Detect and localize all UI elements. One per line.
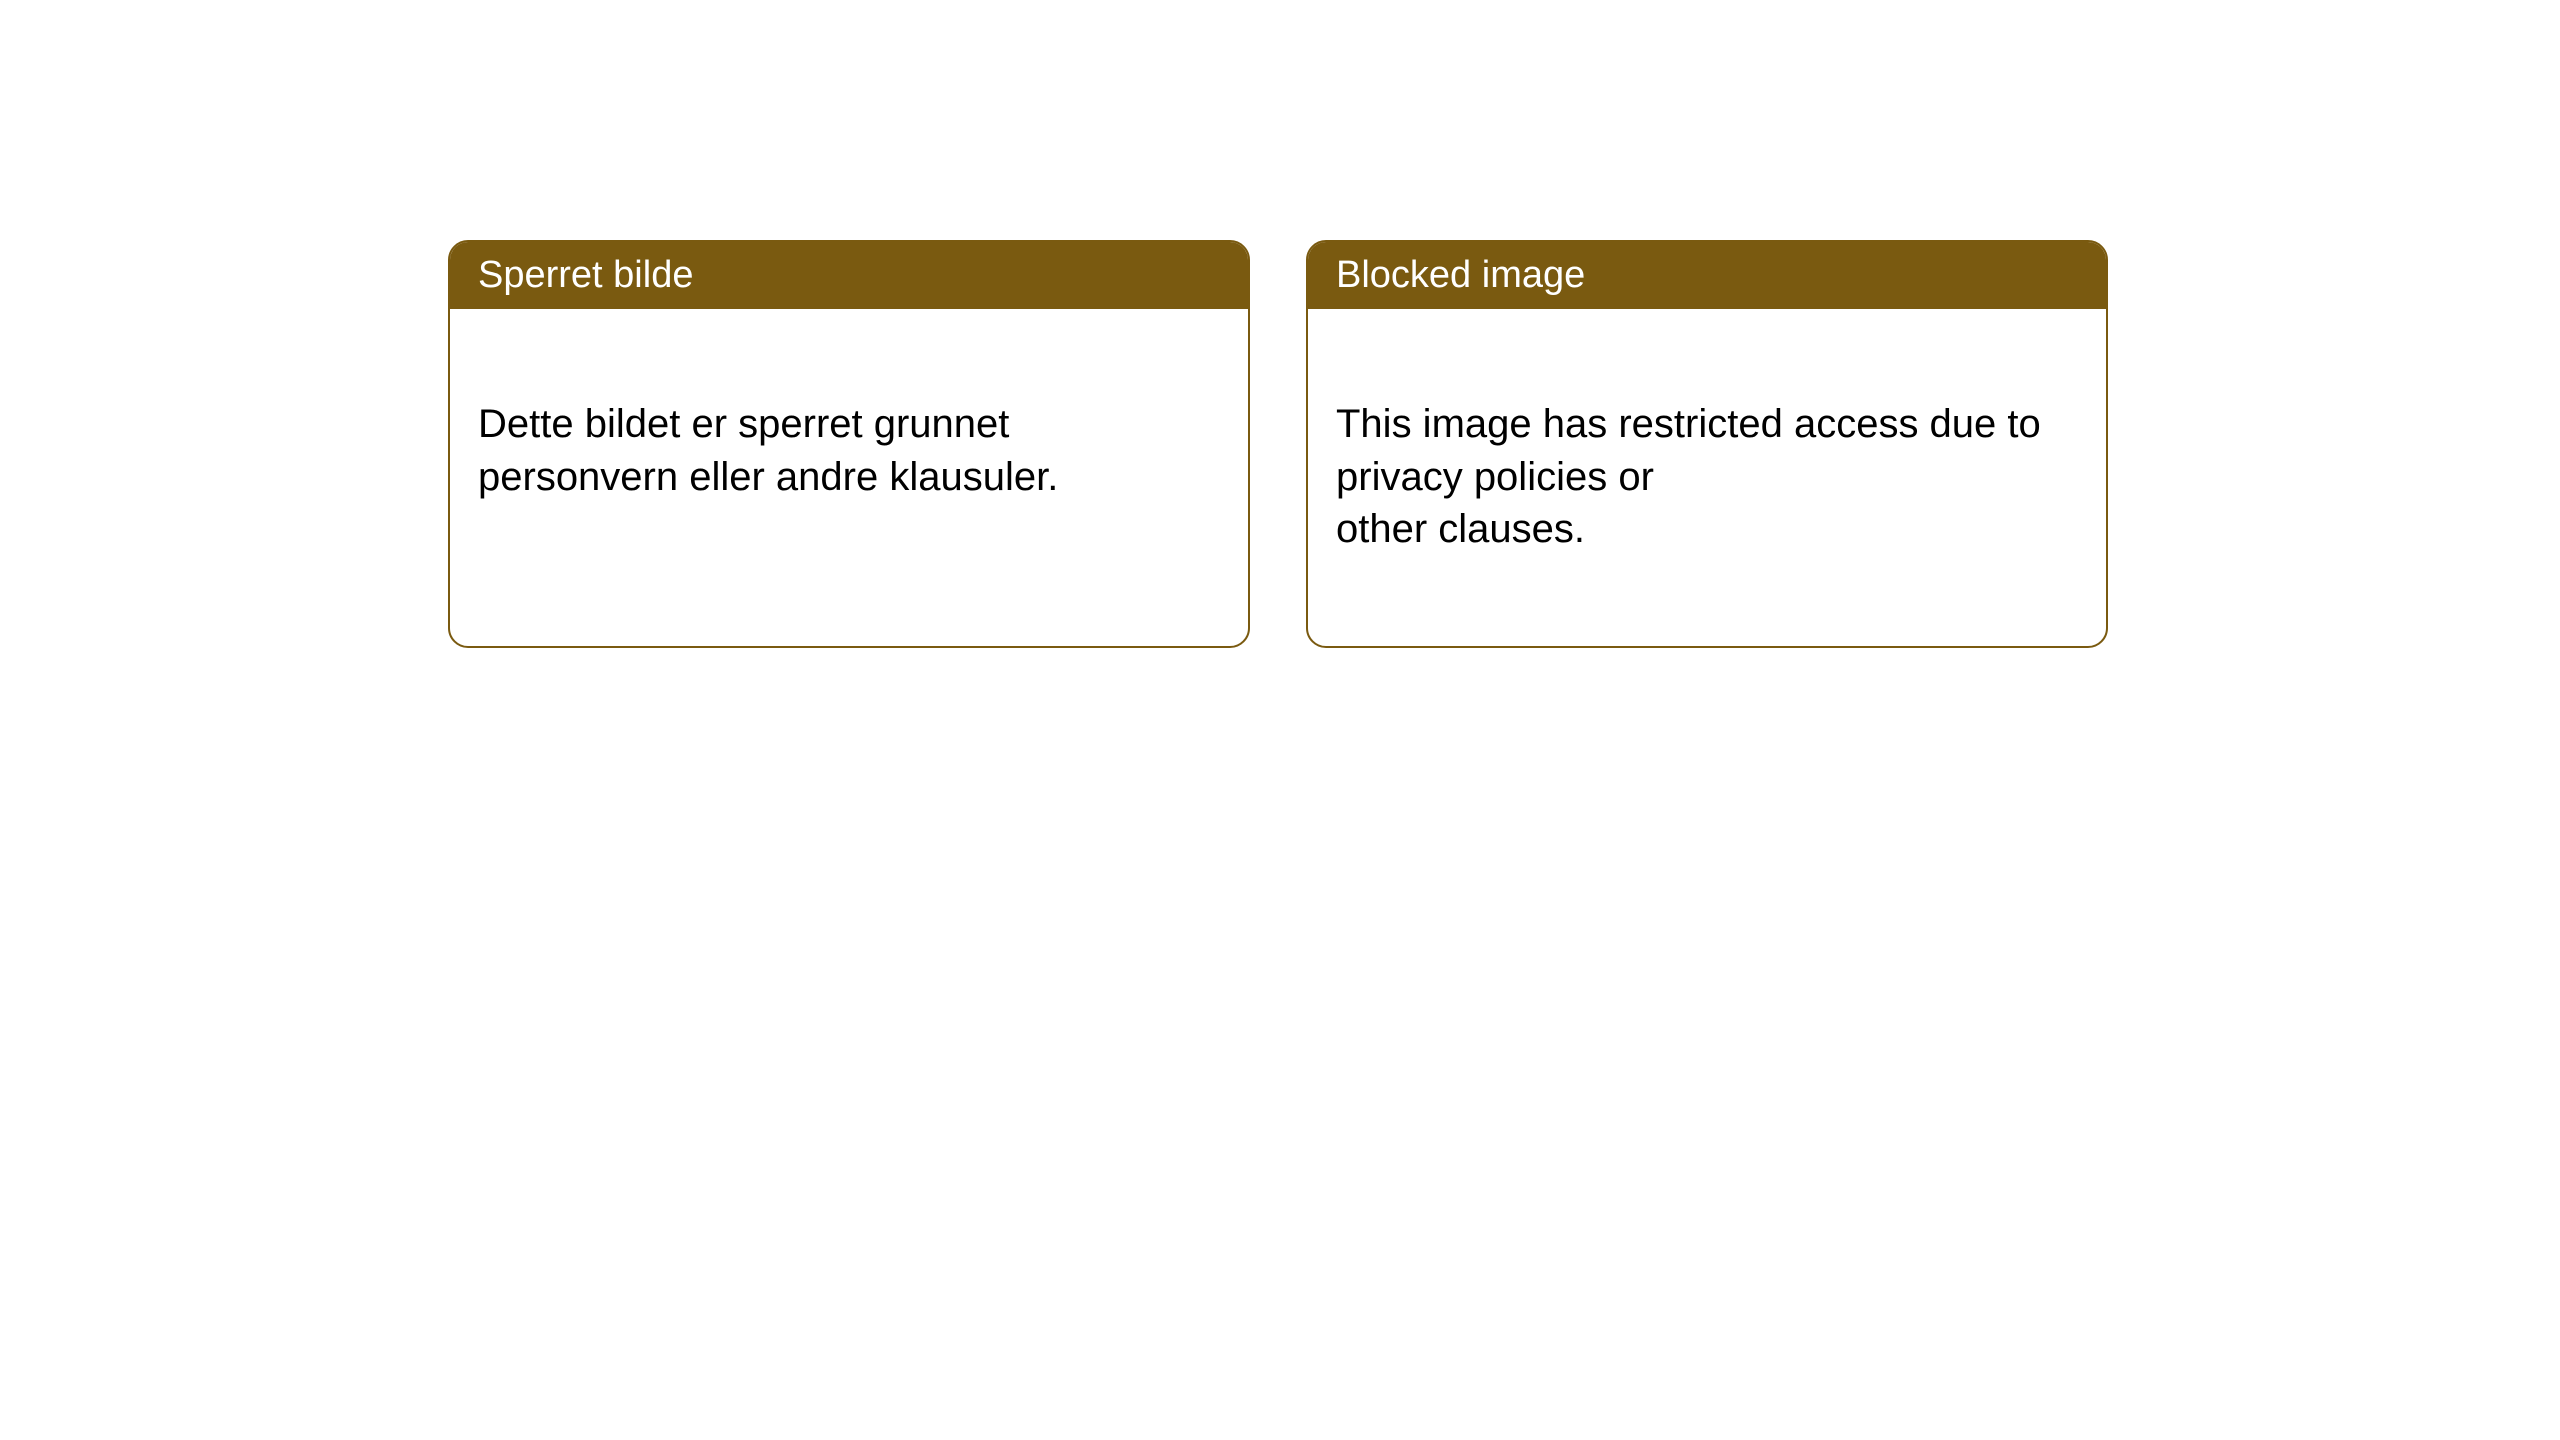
notice-body-text: Dette bildet er sperret grunnet personve… (478, 402, 1058, 499)
notice-title: Sperret bilde (478, 254, 693, 296)
notice-body: Dette bildet er sperret grunnet personve… (450, 309, 1248, 593)
notice-title: Blocked image (1336, 254, 1585, 296)
notice-card-english: Blocked image This image has restricted … (1306, 240, 2108, 648)
notice-header: Sperret bilde (450, 242, 1248, 309)
notice-container: Sperret bilde Dette bildet er sperret gr… (0, 0, 2560, 648)
notice-body-text: This image has restricted access due to … (1336, 402, 2041, 552)
notice-body: This image has restricted access due to … (1308, 309, 2106, 646)
notice-header: Blocked image (1308, 242, 2106, 309)
notice-card-norwegian: Sperret bilde Dette bildet er sperret gr… (448, 240, 1250, 648)
